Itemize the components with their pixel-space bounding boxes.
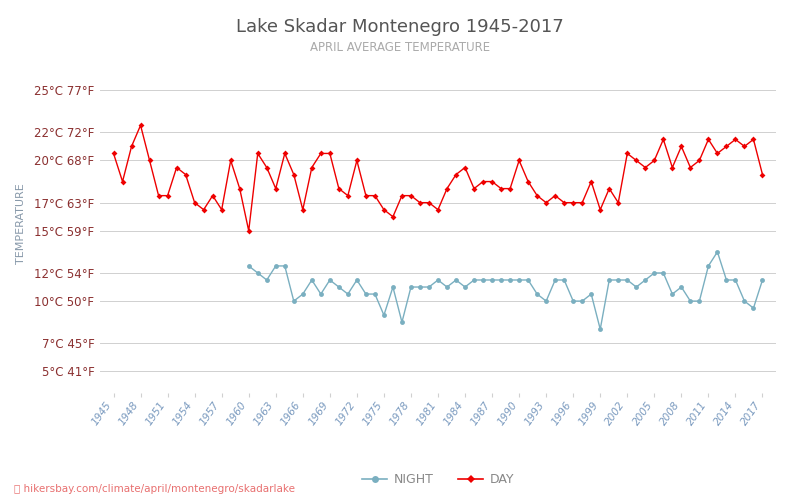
Y-axis label: TEMPERATURE: TEMPERATURE <box>16 184 26 264</box>
Text: APRIL AVERAGE TEMPERATURE: APRIL AVERAGE TEMPERATURE <box>310 41 490 54</box>
Legend: NIGHT, DAY: NIGHT, DAY <box>357 468 519 491</box>
Text: ⦿ hikersbay.com/climate/april/montenegro/skadarlake: ⦿ hikersbay.com/climate/april/montenegro… <box>14 484 295 494</box>
Text: Lake Skadar Montenegro 1945-2017: Lake Skadar Montenegro 1945-2017 <box>236 18 564 36</box>
